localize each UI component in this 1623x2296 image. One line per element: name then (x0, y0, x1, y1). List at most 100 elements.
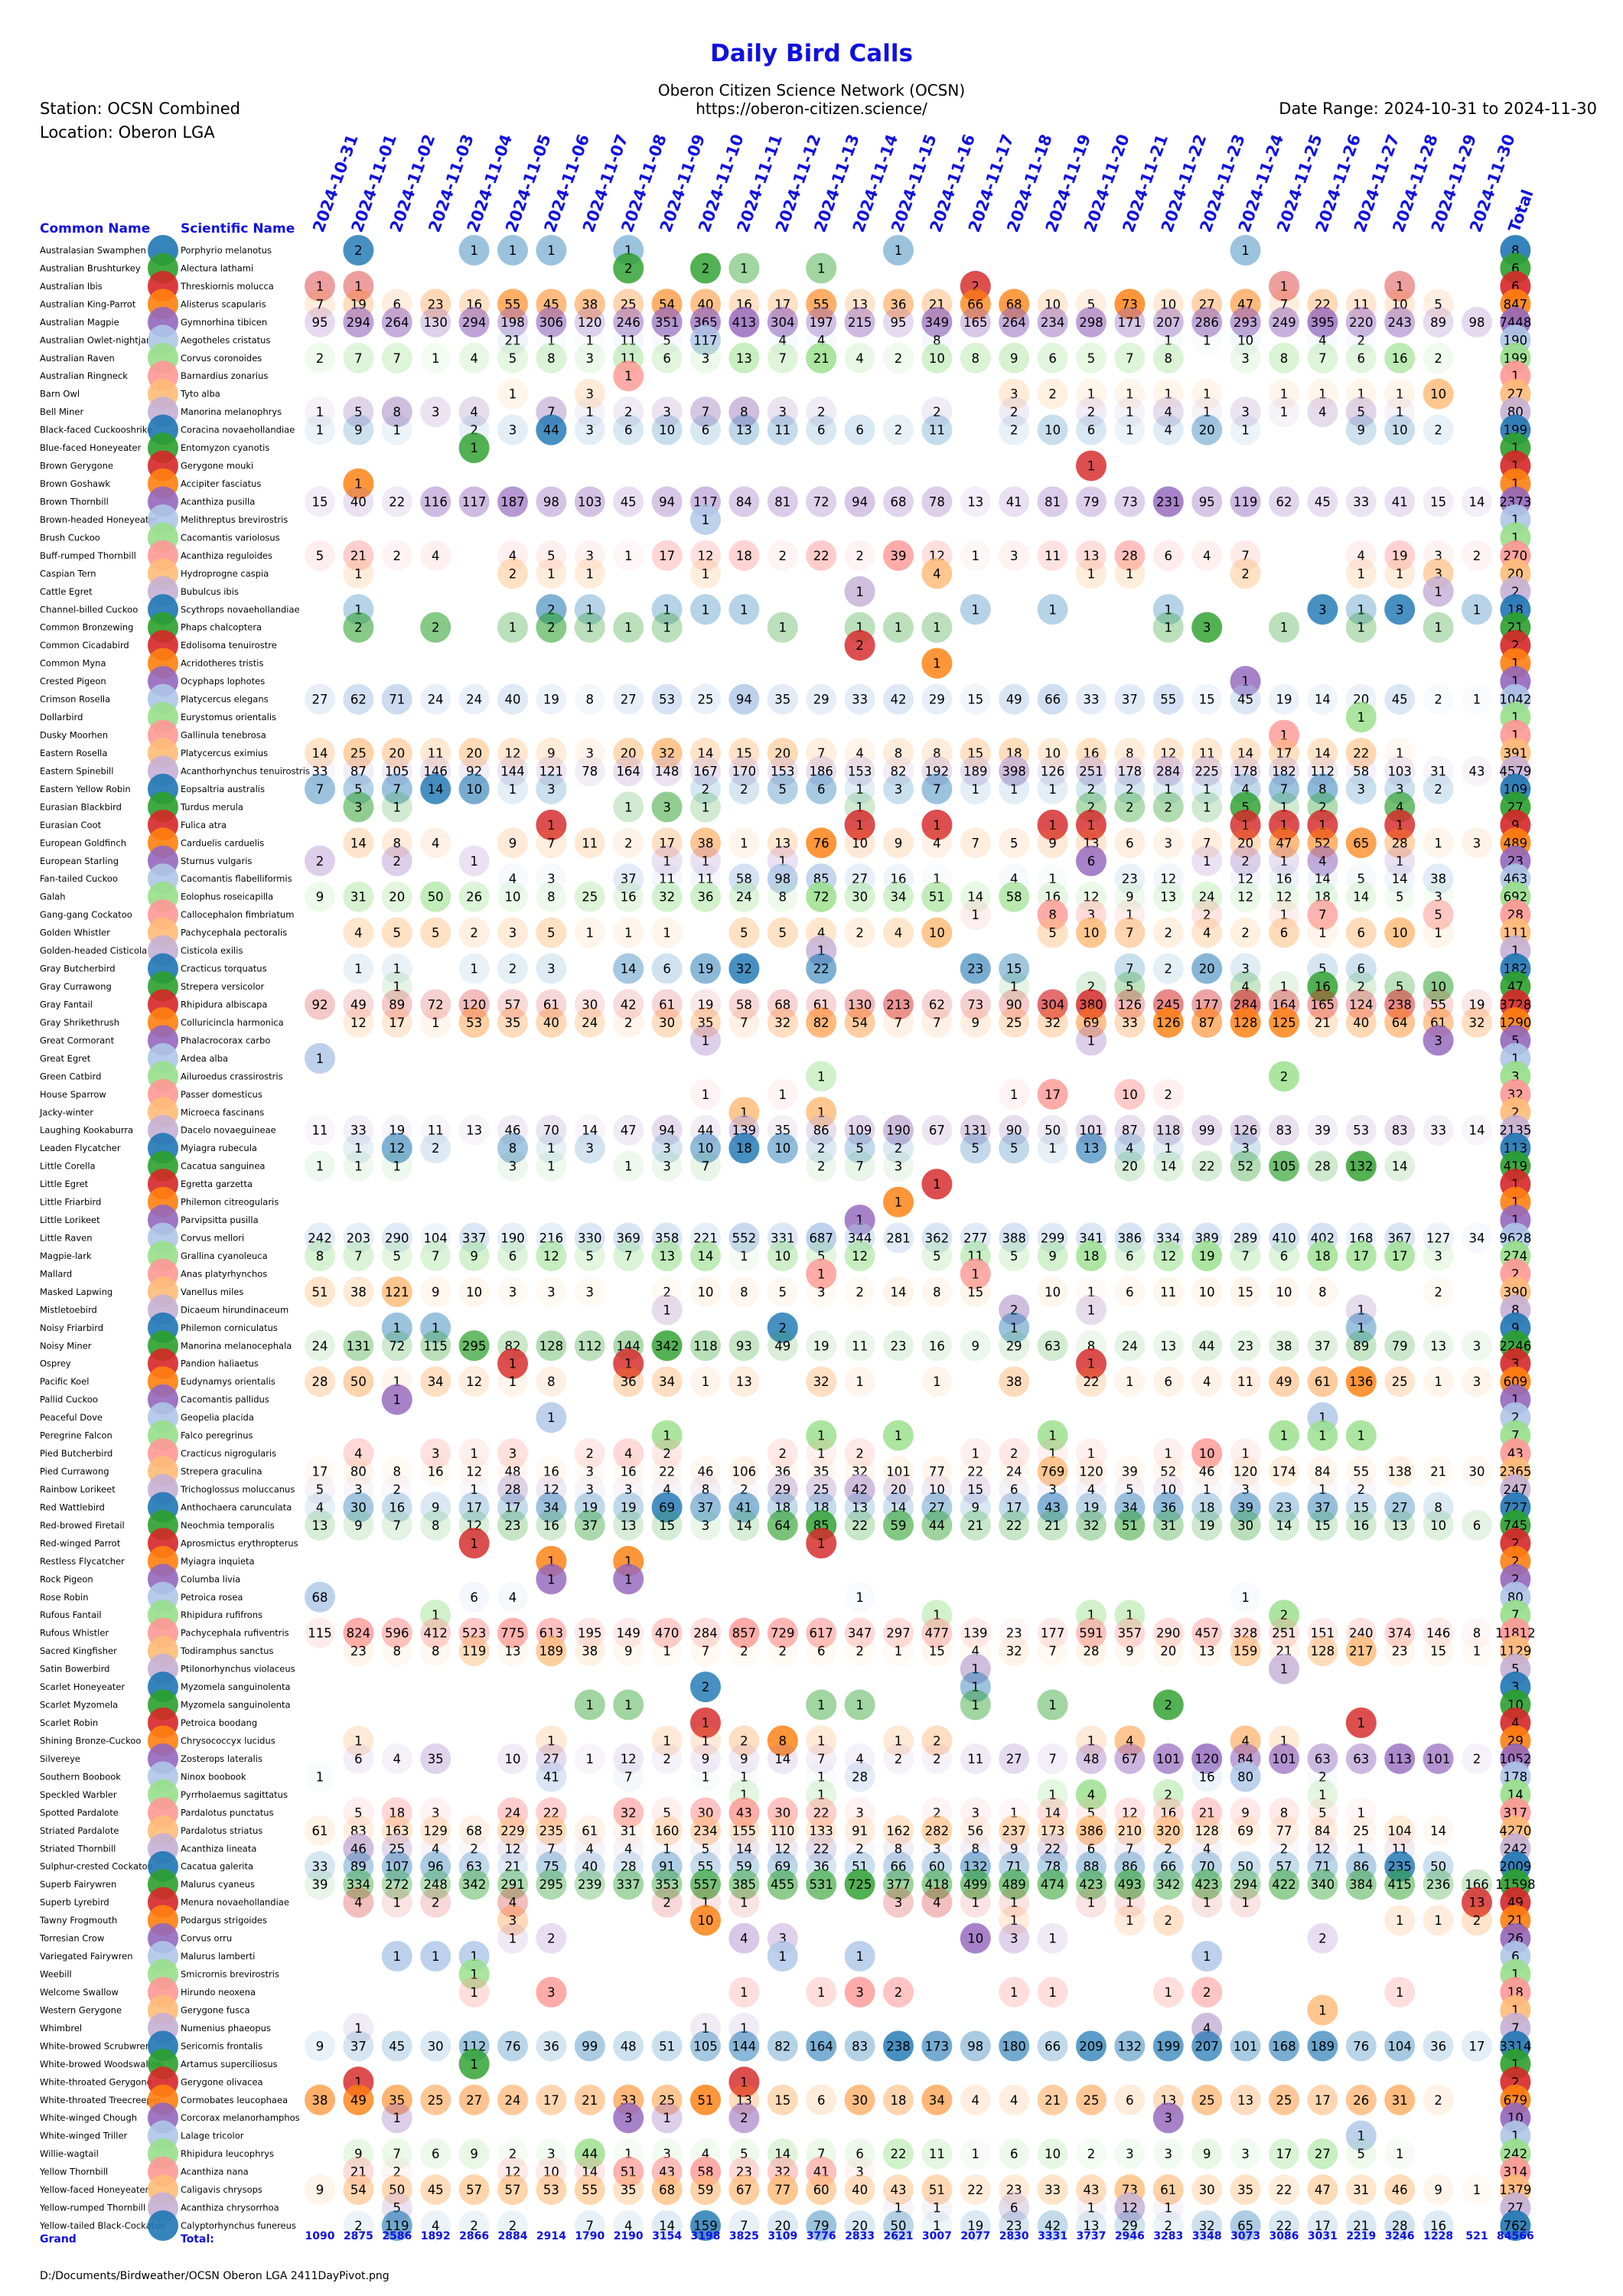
species-common-name: Pacific Koel (40, 1376, 89, 1387)
count-value: 5 (1434, 297, 1442, 311)
species-common-name: Dusky Moorhen (40, 730, 108, 741)
day-total-value: 1790 (575, 2230, 605, 2242)
count-value: 51 (929, 890, 945, 905)
count-value: 95 (312, 315, 328, 330)
species-common-name: Black-faced Cuckooshrike (40, 425, 152, 435)
count-value: 4 (354, 926, 363, 941)
count-marker (458, 306, 490, 338)
count-marker (536, 306, 567, 338)
count-value: 48 (1084, 1752, 1100, 1766)
species-common-name: Peregrine Falcon (40, 1430, 112, 1441)
species-common-name: Scarlet Honeyeater (40, 1681, 125, 1692)
count-value: 10 (1430, 1518, 1446, 1533)
count-marker (458, 342, 490, 373)
count-value: 101 (1234, 2039, 1258, 2053)
count-value: 3 (586, 423, 595, 438)
count-value: 51 (312, 1285, 328, 1300)
count-marker (343, 270, 374, 302)
count-value: 4 (1165, 423, 1173, 438)
count-value: 4 (895, 926, 903, 941)
count-marker (574, 414, 605, 445)
count-value: 20 (1199, 962, 1215, 977)
species-common-name: Galah (40, 892, 66, 902)
count-value: 5 (547, 926, 556, 941)
species-common-name: Mallard (40, 1268, 72, 1279)
count-value: 7 (702, 1159, 710, 1174)
count-value: 1 (547, 566, 556, 581)
count-marker (690, 253, 721, 284)
species-common-name: Restless Flycatcher (40, 1556, 125, 1567)
count-value: 72 (389, 1339, 405, 1353)
count-value: 66 (967, 297, 983, 311)
count-value: 2 (702, 1680, 710, 1694)
count-value: 101 (1272, 1752, 1296, 1766)
count-marker (1114, 414, 1146, 445)
species-scientific-name: Manorina melanophrys (181, 406, 282, 417)
count-value: 36 (891, 297, 907, 311)
count-value: 3 (509, 1159, 517, 1174)
count-value: 35 (505, 1016, 521, 1030)
count-value: 30 (659, 1016, 675, 1030)
species-common-name: Sacred Kingfisher (40, 1645, 117, 1656)
count-value: 1 (1010, 1088, 1018, 1102)
count-value: 51 (659, 2039, 675, 2053)
count-marker (305, 396, 335, 428)
count-marker (343, 468, 374, 500)
count-value: 171 (1118, 315, 1142, 330)
count-value: 342 (655, 1339, 680, 1353)
count-value: 3 (1396, 602, 1404, 617)
count-marker (1230, 342, 1261, 373)
count-value: 84 (736, 494, 752, 509)
count-value: 6 (509, 1249, 517, 1264)
count-value: 11 (774, 423, 790, 438)
count-value: 21 (1315, 1016, 1331, 1030)
count-value: 9 (316, 890, 324, 905)
count-value: 9 (432, 1285, 440, 1300)
count-value: 28 (1084, 1644, 1100, 1658)
species-common-name: Australasian Swamphen (40, 245, 146, 256)
count-marker (1345, 306, 1377, 338)
count-value: 4 (779, 333, 787, 347)
count-value: 10 (929, 926, 945, 941)
species-common-name: Welcome Swallow (40, 1987, 119, 1998)
species-common-name: Gray Shrikethrush (40, 1017, 119, 1028)
count-marker (767, 414, 798, 445)
species-common-name: Rose Robin (40, 1592, 89, 1603)
row-total-value: 6 (1511, 279, 1520, 294)
count-marker (1384, 378, 1416, 409)
day-total-value: 1228 (1423, 2230, 1453, 2242)
count-value: 77 (774, 2183, 790, 2197)
count-marker (844, 342, 875, 373)
count-value: 1 (470, 243, 478, 258)
species-common-name: Red-browed Firetail (40, 1520, 125, 1531)
count-value: 1 (1048, 1985, 1057, 2000)
count-value: 422 (1272, 1877, 1296, 1892)
count-marker (806, 289, 837, 320)
scientific-name-header: Scientific Name (181, 221, 295, 236)
count-value: 67 (929, 1124, 945, 1138)
species-scientific-name: Podargus strigoides (181, 1915, 267, 1926)
count-marker (728, 342, 760, 373)
count-value: 4 (972, 2093, 980, 2108)
count-value: 9 (1434, 2183, 1442, 2197)
count-marker (497, 414, 528, 445)
count-value: 32 (1469, 1016, 1485, 1030)
count-value: 295 (462, 1339, 487, 1353)
count-value: 10 (466, 782, 482, 797)
count-value: 5 (432, 926, 440, 941)
count-value: 1 (740, 836, 748, 850)
count-value: 6 (817, 1644, 826, 1658)
count-marker (458, 486, 490, 517)
species-common-name: Red Wattlebird (40, 1502, 105, 1512)
day-total-value: 1892 (421, 2230, 451, 2242)
count-value: 117 (462, 494, 487, 509)
species-common-name: Rainbow Lorikeet (40, 1484, 116, 1495)
count-value: 10 (1392, 423, 1408, 438)
species-scientific-name: Ardea alba (181, 1053, 228, 1064)
species-scientific-name: Grallina cyanoleuca (181, 1251, 268, 1261)
count-value: 23 (428, 297, 444, 311)
day-total-value: 2219 (1346, 2230, 1376, 2242)
species-scientific-name: Menura novaehollandiae (181, 1897, 289, 1908)
count-value: 89 (1430, 315, 1446, 330)
